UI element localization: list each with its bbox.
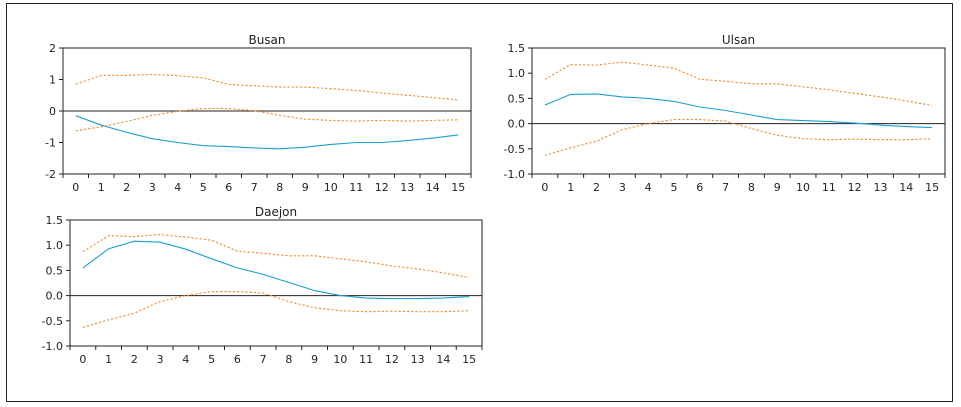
x-tick-label: 10 (796, 181, 810, 194)
plot-area (69, 219, 483, 347)
x-tick-label: 11 (822, 181, 836, 194)
confidence-band-lower (544, 119, 933, 156)
x-tick-label: 7 (722, 181, 729, 194)
confidence-band-upper (544, 61, 933, 107)
x-tick-label: 11 (359, 353, 373, 366)
plot-area (531, 47, 946, 175)
x-tick-label: 9 (774, 181, 781, 194)
x-tick-label: 13 (411, 353, 425, 366)
x-tick-label: 15 (462, 353, 476, 366)
y-tick-label: -2 (45, 168, 56, 181)
x-tick-label: 12 (848, 181, 862, 194)
x-tick-label: 6 (234, 353, 241, 366)
response-line (82, 240, 470, 300)
y-tick-label: -0.5 (42, 315, 63, 328)
x-tick-label: 0 (541, 181, 548, 194)
x-tick-label: 1 (105, 353, 112, 366)
x-tick-label: 2 (593, 181, 600, 194)
x-tick-label: 8 (276, 181, 283, 194)
y-tick-label: 1.5 (508, 42, 526, 55)
x-tick-label: 14 (426, 181, 440, 194)
x-tick-label: 10 (333, 353, 347, 366)
x-tick-label: 15 (451, 181, 465, 194)
x-tick-label: 6 (696, 181, 703, 194)
x-tick-label: 3 (149, 181, 156, 194)
y-tick-label: 0.5 (46, 264, 64, 277)
y-tick-label: 1.0 (46, 239, 64, 252)
x-tick-label: 5 (208, 353, 215, 366)
x-tick-label: 5 (670, 181, 677, 194)
y-tick-label: 1.5 (46, 214, 64, 227)
x-tick-label: 4 (174, 181, 181, 194)
chart-ulsan: Ulsan-1.0-0.50.00.51.01.50 1 2 3 4 5 6 7 8 9 10 11 1… (504, 33, 946, 194)
y-tick-label: 0.5 (508, 92, 526, 105)
x-tick-label: 8 (285, 353, 292, 366)
x-tick-label: 15 (925, 181, 939, 194)
x-tick-label: 1 (98, 181, 105, 194)
y-tick-label: 1.0 (508, 67, 526, 80)
y-tick-label: 0.0 (46, 290, 64, 303)
x-tick-label: 13 (873, 181, 887, 194)
y-tick-label: 2 (49, 42, 56, 55)
x-tick-label: 6 (225, 181, 232, 194)
y-tick-label: 0 (49, 105, 56, 118)
x-tick-label: 0 (72, 181, 79, 194)
y-tick-label: -1.0 (504, 168, 525, 181)
x-tick-label: 4 (645, 181, 652, 194)
x-tick-label: 7 (251, 181, 258, 194)
x-tick-label: 11 (349, 181, 363, 194)
chart-daejon: Daejon-1.0-0.50.00.51.01.50 1 2 3 4 5 6 7 8 9 10 11… (42, 205, 483, 366)
x-tick-label: 3 (619, 181, 626, 194)
chart-title: Busan (248, 33, 285, 47)
y-tick-label: 1 (49, 74, 56, 87)
chart-title: Daejon (255, 205, 297, 219)
x-tick-label: 9 (302, 181, 309, 194)
y-tick-label: -0.5 (504, 143, 525, 156)
x-tick-label: 2 (123, 181, 130, 194)
x-tick-label: 4 (182, 353, 189, 366)
confidence-band-upper (75, 73, 459, 101)
x-tick-label: 3 (157, 353, 164, 366)
x-tick-label: 14 (899, 181, 913, 194)
response-line (75, 115, 459, 150)
x-tick-label: 8 (748, 181, 755, 194)
x-tick-label: 10 (324, 181, 338, 194)
x-tick-label: 12 (375, 181, 389, 194)
x-tick-label: 0 (79, 353, 86, 366)
x-tick-label: 9 (311, 353, 318, 366)
x-tick-label: 1 (567, 181, 574, 194)
x-tick-label: 14 (436, 353, 450, 366)
figure-frame (6, 3, 953, 402)
response-line (544, 93, 933, 129)
confidence-band-lower (75, 107, 459, 132)
y-tick-label: -1 (45, 137, 56, 150)
x-tick-label: 7 (260, 353, 267, 366)
x-tick-label: 2 (131, 353, 138, 366)
chart-title: Ulsan (722, 33, 755, 47)
x-tick-label: 12 (385, 353, 399, 366)
confidence-band-lower (82, 291, 470, 328)
y-tick-label: -1.0 (42, 340, 63, 353)
confidence-band-upper (82, 234, 470, 279)
x-tick-label: 5 (200, 181, 207, 194)
y-tick-label: 0.0 (508, 118, 526, 131)
x-tick-label: 13 (400, 181, 414, 194)
